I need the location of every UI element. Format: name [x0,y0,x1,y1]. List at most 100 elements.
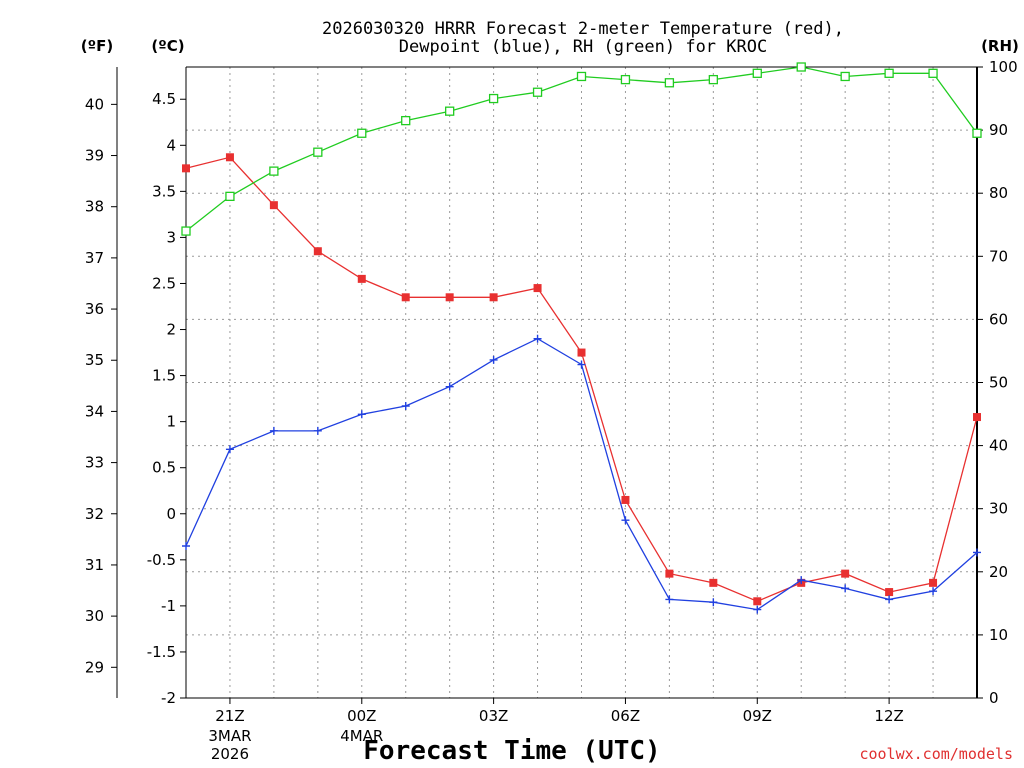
rh-point [928,68,938,78]
temperature-point [621,495,630,504]
rh-point [269,166,279,176]
x-tick-label: 12Z [874,707,903,725]
rh-point [532,87,543,97]
dewpoint-point [621,516,630,525]
fahrenheit-tick-label: 34 [85,402,104,420]
fahrenheit-tick-label: 38 [85,198,104,216]
temperature-point [445,293,454,302]
rh-tick-label: 30 [989,500,1008,518]
fahrenheit-tick-label: 37 [85,249,104,267]
dewpoint-point [533,334,542,343]
chart-title-line-2: Dewpoint (blue), RH (green) for KROC [399,37,767,57]
x-tick-label: 21Z [215,707,244,725]
rh-point [884,68,894,78]
tick-labels: -2 -1.5 -1 -0.5 0 0.5 1 1.5 2 2.5 3 3.5 4 4.5 29 30 31 32… [85,58,1018,763]
temperature-point [841,569,850,578]
dewpoint-point [401,401,410,410]
celsius-tick-label: 2 [166,321,176,339]
celsius-tick-label: 4 [166,136,176,154]
dewpoint-point [753,605,762,614]
rh-axis-unit: (RH) [981,37,1019,55]
dewpoint-point [797,576,806,585]
rh-point [796,62,806,72]
x-tick-date-label: 3MAR [208,727,251,745]
temperature-point [709,578,718,587]
rh-tick-label: 20 [989,563,1008,581]
celsius-tick-label: 3.5 [152,182,176,200]
rh-tick-label: 0 [989,689,999,707]
rh-tick-label: 40 [989,437,1008,455]
series [181,62,982,614]
fahrenheit-tick-label: 29 [85,658,104,676]
dewpoint-point [313,426,322,435]
temperature-point [357,274,366,283]
dewpoint-point [929,587,938,596]
grid [186,67,977,698]
rh-series [181,62,982,236]
rh-point [401,115,411,126]
temperature-point [533,284,542,293]
fahrenheit-tick-label: 30 [85,607,104,625]
x-axis-label: Forecast Time (UTC) [363,736,660,766]
rh-point [445,106,455,116]
celsius-tick-label: 3 [166,228,176,246]
dewpoint-point [973,548,981,557]
rh-tick-label: 90 [989,121,1008,139]
temperature-point [885,588,894,597]
dewpoint-point [182,542,190,551]
temperature-point [753,597,762,606]
fahrenheit-tick-label: 35 [85,351,104,369]
temperature-point [401,293,410,302]
credit-text[interactable]: coolwx.com/models [859,745,1013,763]
x-tick-label: 09Z [743,707,772,725]
temperature-point [973,413,981,422]
dewpoint-point [489,355,498,364]
rh-point [357,128,367,138]
rh-point [664,78,675,88]
fahrenheit-tick-label: 40 [85,95,104,113]
dewpoint-point [357,410,366,419]
x-tick-label: 06Z [611,707,640,725]
celsius-tick-label: 0.5 [152,459,176,477]
rh-point [620,74,631,85]
temperature-point [489,293,498,302]
rh-point [708,74,718,85]
dewpoint-point [709,598,718,607]
dewpoint-point [269,426,278,435]
fahrenheit-tick-label: 36 [85,300,104,318]
celsius-tick-label: -1 [161,597,176,615]
dewpoint-point [841,584,850,593]
dewpoint-point [885,595,894,604]
rh-tick-label: 70 [989,247,1008,265]
celsius-axis-unit: (ºC) [151,37,184,55]
celsius-tick-label: 0 [166,505,176,523]
rh-point [225,191,235,202]
dewpoint-point [577,360,586,369]
celsius-tick-label: 1 [166,413,176,431]
fahrenheit-tick-label: 31 [85,556,104,574]
dewpoint-point [665,595,674,604]
x-tick-label: 00Z [347,707,376,725]
celsius-tick-label: 2.5 [152,274,176,292]
rh-point [488,93,499,104]
x-tick-label: 03Z [479,707,508,725]
dewpoint-series [182,334,981,614]
celsius-tick-label: 4.5 [152,90,176,108]
rh-tick-label: 80 [989,184,1008,202]
temperature-point [665,569,674,578]
fahrenheit-tick-label: 39 [85,147,104,165]
fahrenheit-axis-unit: (ºF) [81,37,113,55]
rh-point [313,147,323,157]
celsius-tick-label: -2 [161,689,176,707]
celsius-tick-label: 1.5 [152,367,176,385]
dewpoint-point [445,382,454,391]
celsius-tick-label: -0.5 [147,551,176,569]
chart-title-line-1: 2026030320 HRRR Forecast 2-meter Tempera… [322,19,844,39]
rh-point [576,71,587,82]
fahrenheit-tick-label: 33 [85,454,104,472]
temperature-point [269,201,278,210]
dewpoint-point [225,445,234,454]
rh-point [840,71,850,82]
temperature-point [577,348,586,357]
